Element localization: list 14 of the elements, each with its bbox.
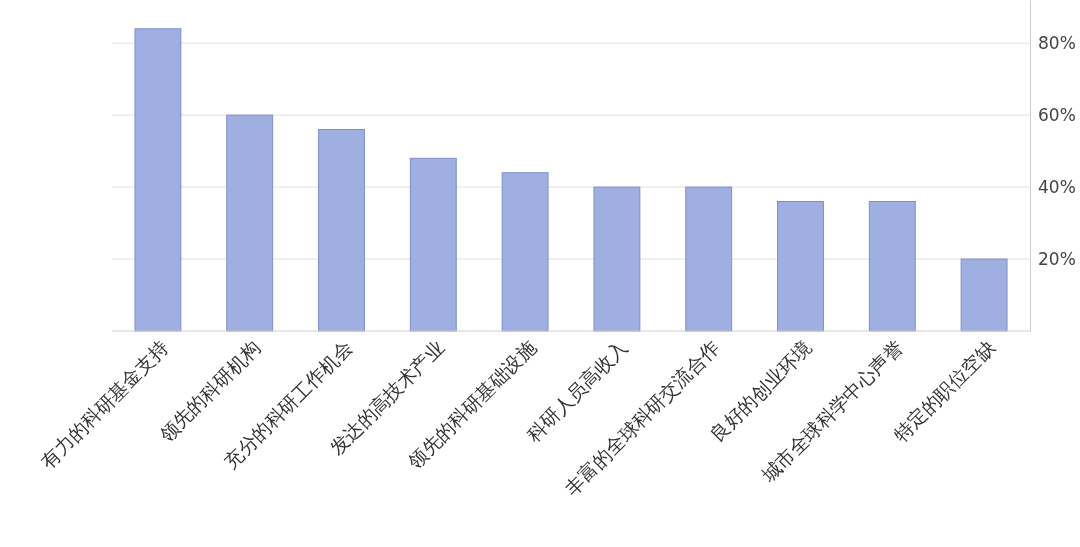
y-tick-label: 20%	[1038, 248, 1076, 269]
bar	[593, 186, 641, 332]
bar	[226, 114, 274, 332]
bar	[960, 258, 1008, 332]
y-tick-label: 60%	[1038, 105, 1076, 126]
bar	[777, 200, 824, 332]
y-tick-label: 80%	[1038, 33, 1076, 54]
bar	[501, 172, 549, 332]
bar	[134, 28, 182, 332]
bar	[868, 200, 916, 332]
y-tick-label: 40%	[1038, 177, 1076, 198]
bar	[409, 157, 457, 332]
bar	[318, 129, 365, 332]
bar	[685, 186, 733, 332]
